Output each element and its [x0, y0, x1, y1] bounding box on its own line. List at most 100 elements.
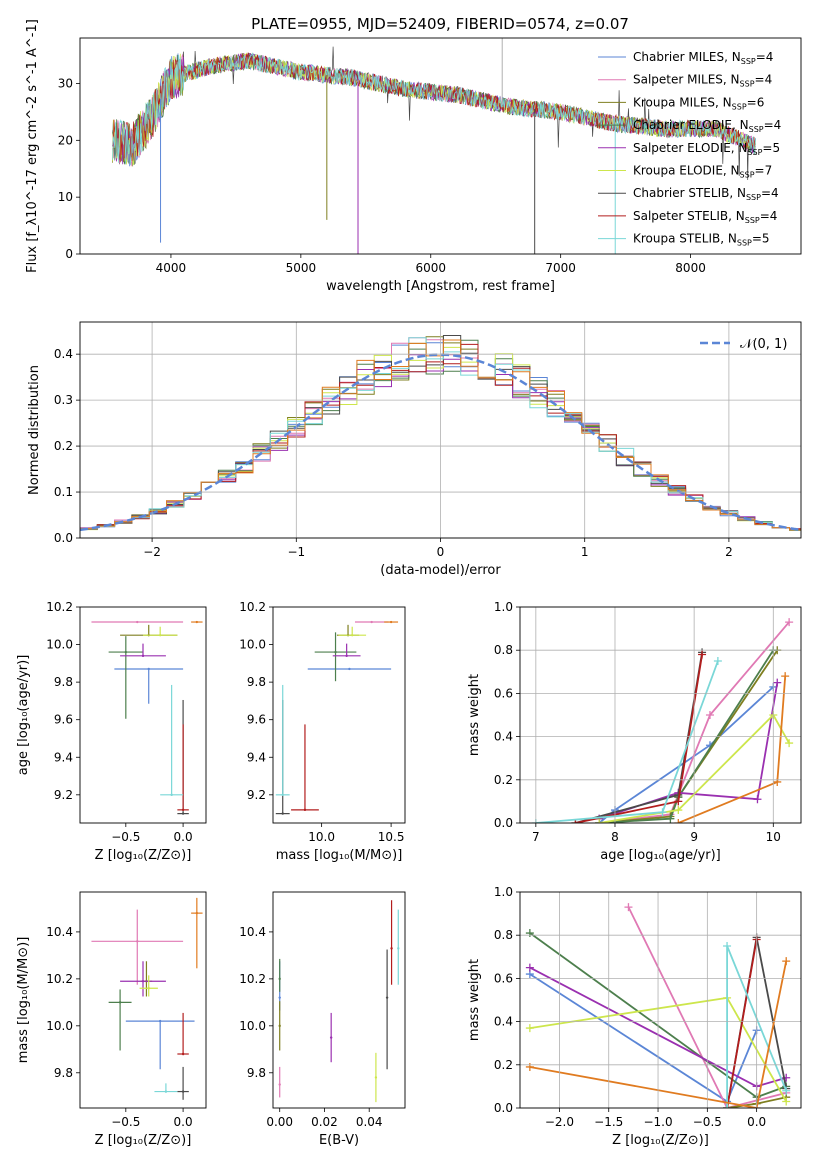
y-tick-label: 10 — [58, 190, 73, 204]
y-tick-label: 0.2 — [54, 439, 73, 453]
data-point — [141, 980, 145, 983]
x-tick-label: 0.0 — [174, 1115, 193, 1129]
mass-weight-vs-age-panel-plot-area — [531, 618, 794, 823]
mass-vs-extinction-panel-plot-area — [278, 900, 400, 1103]
y-axis-label: age [log₁₀(age/yr)] — [16, 655, 31, 776]
mass-weight-vs-age-panel-frame — [519, 606, 802, 824]
y-tick-label: 0.0 — [54, 531, 73, 545]
data-point — [141, 654, 145, 658]
data-point — [181, 1090, 185, 1093]
weight-line-4 — [599, 649, 775, 823]
x-tick-label: −0.5 — [693, 1115, 722, 1129]
y-axis-label: mass weight — [467, 959, 482, 1041]
mass-vs-extinction-panel-frame — [272, 891, 406, 1109]
data-point — [195, 911, 199, 915]
weight-line-2 — [599, 621, 790, 823]
mass-weight-vs-metallicity-panel-frame — [519, 891, 802, 1109]
residual-histogram-6 — [80, 346, 801, 531]
y-tick-label: 10.0 — [46, 638, 73, 652]
weight-marker — [595, 819, 604, 823]
y-tick-label: 9.2 — [247, 788, 266, 802]
age-vs-metallicity-panel: −0.5 0.0 9.2 9.4 9.6 9.8 10.0 10.2 Z [log₁₀(Z/Z⊙… — [16, 600, 207, 863]
data-point — [181, 808, 185, 812]
data-point — [118, 1001, 122, 1004]
spectrum-panel: 4000 5000 6000 7000 8000 0 10 20 30 wavelength [A… — [25, 19, 802, 294]
age-vs-metallicity-panel-frame — [79, 606, 207, 824]
weight-marker — [785, 618, 794, 627]
y-tick-label: 9.2 — [54, 788, 73, 802]
x-tick-label: −0.5 — [111, 830, 140, 844]
spectrum-line-9 — [112, 52, 756, 166]
x-tick-label: 7000 — [545, 261, 576, 275]
weight-marker — [782, 1097, 791, 1106]
residual-panel-plot-area — [80, 335, 801, 532]
x-tick-label: 8000 — [675, 261, 706, 275]
y-axis-label: Flux [f_λ10^-17 erg cm^-2 s^-1 A^-1] — [25, 19, 40, 273]
y-tick-label: 1.0 — [494, 885, 513, 899]
data-point — [147, 667, 150, 671]
data-point — [281, 812, 284, 815]
y-tick-label: 9.6 — [247, 713, 266, 727]
data-point — [181, 1052, 185, 1056]
data-point — [124, 650, 128, 654]
legend-entry-8: Salpeter STELIB, NSSP=4 — [633, 209, 777, 225]
x-axis-label: (data-model)/error — [380, 563, 501, 578]
legend-entry-3: Kroupa MILES, NSSP=6 — [633, 95, 764, 111]
legend-entry-2: Salpeter MILES, NSSP=4 — [633, 73, 772, 89]
x-axis-label: age [log₁₀(age/yr)] — [600, 848, 721, 863]
y-tick-label: 0.3 — [54, 393, 73, 407]
y-tick-label: 9.6 — [54, 713, 73, 727]
y-tick-label: 0.8 — [494, 928, 513, 942]
spectrum-panel-frame — [79, 37, 802, 255]
data-point — [385, 996, 389, 999]
y-tick-label: 10.0 — [46, 1019, 73, 1033]
x-axis-label: Z [log₁₀(Z/Z⊙)] — [612, 1133, 709, 1148]
data-point — [164, 1090, 168, 1093]
age-vs-mass-panel-plot-area — [275, 620, 399, 815]
y-tick-label: 9.8 — [54, 675, 73, 689]
x-tick-label: 10 — [766, 830, 781, 844]
age-vs-mass-panel: 10.0 10.5 9.2 9.4 9.6 9.8 10.0 10.2 mass [log₁₀(… — [239, 600, 406, 863]
data-point — [281, 793, 284, 797]
weight-line-1 — [529, 973, 758, 1103]
legend-entry-4: Chabrier ELODIE, NSSP=4 — [633, 118, 781, 134]
data-point — [136, 940, 139, 943]
weight-line-8 — [575, 654, 703, 823]
spectrum-panel-plot-area — [112, 38, 756, 254]
y-tick-label: 0.1 — [54, 485, 73, 499]
weight-line-8 — [726, 939, 758, 1108]
y-tick-label: 9.8 — [54, 1066, 73, 1080]
y-tick-label: 0.2 — [494, 1058, 513, 1072]
y-tick-label: 10.2 — [46, 972, 73, 986]
weight-marker — [782, 1086, 791, 1095]
y-axis-label: mass weight — [467, 674, 482, 756]
legend-entry-5: Salpeter ELODIE, NSSP=5 — [633, 141, 780, 157]
x-tick-label: 5000 — [286, 261, 317, 275]
data-point — [345, 654, 348, 658]
residual-histogram-5 — [80, 354, 801, 531]
data-point — [389, 620, 393, 624]
data-point — [370, 620, 373, 624]
data-point — [334, 650, 337, 654]
y-tick-label: 30 — [58, 76, 73, 90]
x-axis-label: Z [log₁₀(Z/Z⊙)] — [95, 1133, 192, 1148]
data-point — [278, 1024, 281, 1028]
spectrum-legend: Chabrier MILES, NSSP=4 Salpeter MILES, NS… — [598, 50, 781, 248]
legend-gaussian: 𝒩(0, 1) — [740, 337, 787, 352]
x-axis-label: mass [log₁₀(M/M⊙)] — [276, 848, 403, 863]
mass-vs-metallicity-panel: −0.5 0.0 9.8 10.0 10.2 10.4 Z [log₁₀(Z/Z⊙)] mas… — [16, 891, 207, 1148]
y-tick-label: 10.2 — [239, 972, 266, 986]
residual-panel-frame — [79, 321, 802, 539]
y-tick-label: 9.4 — [247, 750, 266, 764]
mass-weight-vs-metallicity-panel: −2.0 −1.5 −1.0 −0.5 0.0 0.0 0.2 0.4 0.6 0.8 1.0 Z [… — [467, 885, 802, 1148]
x-axis-label: wavelength [Angstrom, rest frame] — [326, 279, 555, 294]
spectrum-line-8 — [112, 52, 756, 164]
y-axis-label: Normed distribution — [27, 365, 42, 495]
data-point — [136, 620, 139, 624]
y-tick-label: 10.2 — [239, 600, 266, 614]
weight-marker — [674, 819, 683, 823]
mass-vs-extinction-panel: 0.00 0.02 0.04 9.8 10.0 10.2 10.4 E(B-V) — [239, 891, 406, 1148]
x-tick-label: 4000 — [156, 261, 187, 275]
mass-vs-metallicity-panel-frame — [79, 891, 207, 1109]
